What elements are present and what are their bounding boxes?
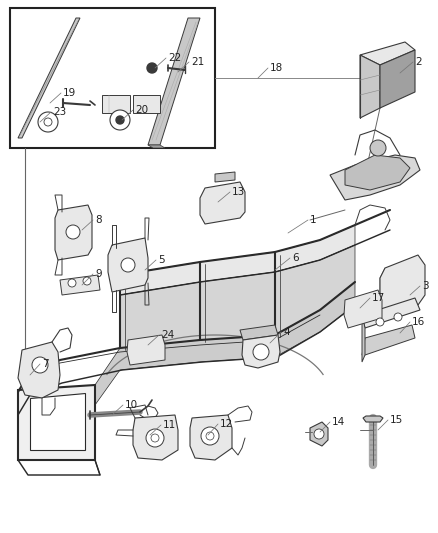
Circle shape (253, 344, 269, 360)
Text: 17: 17 (372, 293, 385, 303)
Text: 13: 13 (232, 187, 245, 197)
Polygon shape (95, 282, 355, 405)
Polygon shape (30, 393, 85, 450)
Circle shape (147, 63, 157, 73)
Polygon shape (18, 342, 60, 398)
Polygon shape (380, 50, 415, 108)
Polygon shape (345, 155, 410, 190)
Circle shape (44, 118, 52, 126)
Polygon shape (362, 315, 365, 362)
Text: 18: 18 (270, 63, 283, 73)
Polygon shape (242, 335, 280, 368)
Text: 15: 15 (390, 415, 403, 425)
Text: 11: 11 (163, 420, 176, 430)
Text: 19: 19 (63, 88, 76, 98)
Text: 1: 1 (310, 215, 317, 225)
Polygon shape (310, 422, 328, 446)
Polygon shape (148, 18, 200, 145)
Polygon shape (362, 325, 415, 355)
Circle shape (110, 110, 130, 130)
Circle shape (201, 427, 219, 445)
Text: 4: 4 (283, 327, 290, 337)
Text: 23: 23 (53, 107, 66, 117)
Circle shape (370, 140, 386, 156)
Circle shape (146, 429, 164, 447)
Polygon shape (215, 172, 235, 182)
Text: 21: 21 (191, 57, 204, 67)
Circle shape (121, 258, 135, 272)
Text: 7: 7 (42, 359, 49, 369)
Polygon shape (120, 225, 355, 295)
Polygon shape (18, 18, 80, 138)
Polygon shape (380, 268, 385, 318)
Circle shape (376, 318, 384, 326)
Circle shape (116, 116, 124, 124)
Text: 10: 10 (125, 400, 138, 410)
Polygon shape (18, 385, 95, 460)
Polygon shape (108, 238, 148, 292)
Text: 3: 3 (422, 281, 429, 291)
Polygon shape (330, 155, 420, 200)
Polygon shape (362, 298, 420, 328)
Circle shape (394, 313, 402, 321)
Polygon shape (133, 95, 160, 113)
Text: 9: 9 (95, 269, 102, 279)
Circle shape (38, 112, 58, 132)
Text: 22: 22 (168, 53, 181, 63)
Circle shape (151, 434, 159, 442)
Polygon shape (363, 416, 383, 422)
Circle shape (83, 277, 91, 285)
Polygon shape (127, 335, 165, 365)
Polygon shape (380, 255, 425, 318)
Bar (10, 8, 215, 148)
Circle shape (206, 432, 214, 440)
Text: 12: 12 (220, 419, 233, 429)
Text: 20: 20 (135, 105, 148, 115)
Text: 16: 16 (412, 317, 425, 327)
Polygon shape (190, 415, 232, 460)
Polygon shape (240, 325, 278, 340)
Circle shape (314, 429, 324, 439)
Polygon shape (55, 205, 92, 260)
Text: 14: 14 (332, 417, 345, 427)
Polygon shape (200, 182, 245, 224)
Circle shape (66, 225, 80, 239)
Polygon shape (148, 145, 165, 148)
Text: 5: 5 (158, 255, 165, 265)
Text: 24: 24 (161, 330, 174, 340)
Polygon shape (360, 55, 380, 118)
Text: 2: 2 (415, 57, 422, 67)
Polygon shape (133, 415, 178, 460)
Polygon shape (102, 95, 130, 113)
Polygon shape (360, 42, 415, 65)
Text: 6: 6 (292, 253, 299, 263)
Polygon shape (60, 275, 100, 295)
Circle shape (68, 279, 76, 287)
Polygon shape (120, 245, 355, 348)
Polygon shape (344, 290, 382, 328)
Circle shape (32, 357, 48, 373)
Text: 8: 8 (95, 215, 102, 225)
